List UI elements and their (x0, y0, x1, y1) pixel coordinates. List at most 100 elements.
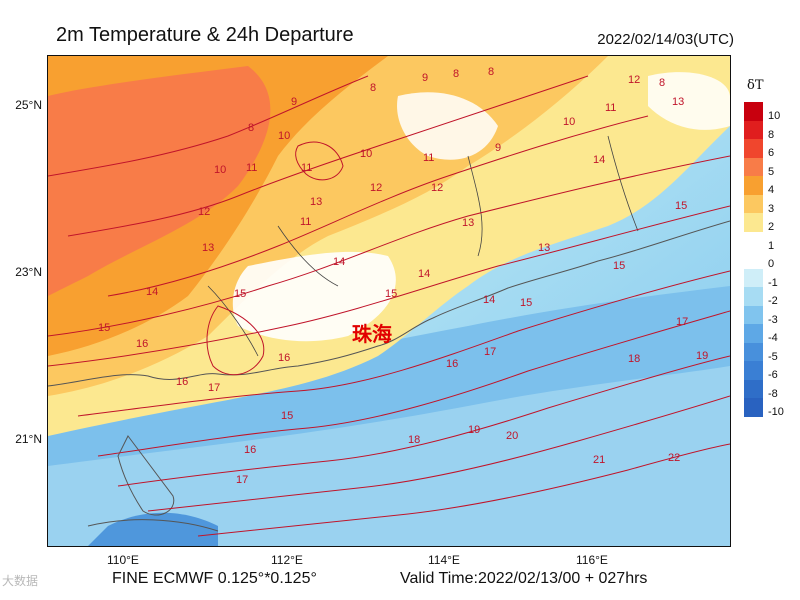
lat-tick-23n: 23°N (15, 265, 42, 279)
colorbar-label: 2 (768, 221, 775, 233)
contour-label: 14 (146, 286, 159, 298)
contour-label: 8 (488, 66, 495, 78)
contour-label: 15 (385, 288, 398, 300)
valid-time: Valid Time:2022/02/13/00 + 027hrs (400, 570, 648, 587)
colorbar-label: -5 (768, 350, 778, 363)
colorbar-segment (744, 342, 763, 361)
contour-label: 9 (291, 96, 298, 108)
colorbar-label: 8 (768, 128, 775, 141)
leizhou-peninsula (117, 435, 175, 516)
contour-label: 14 (418, 268, 431, 280)
contour-label: 21 (593, 454, 606, 466)
lon-tick-114e: 114°E (428, 553, 460, 567)
warm-anomaly-zone-4 (48, 66, 271, 296)
colorbar-segment (744, 157, 763, 176)
colorbar-label: 1 (768, 239, 775, 252)
colorbar-label: 10 (768, 110, 781, 122)
contour-label: 16 (446, 358, 459, 370)
neutral-patch-2 (397, 92, 498, 160)
colorbar-label: 3 (768, 202, 775, 215)
contour-label: 13 (310, 196, 323, 208)
contour-label: 10 (563, 116, 576, 128)
colorbar-label: 5 (768, 165, 775, 178)
colorbar-label: 4 (768, 184, 775, 196)
colorbar (744, 102, 763, 417)
contour-label: 22 (668, 452, 681, 464)
contour-label: 11 (423, 152, 435, 164)
colorbar-label: 0 (768, 258, 775, 270)
contour-label: 12 (198, 206, 211, 218)
contour-label: 9 (495, 142, 502, 154)
contour-label: 12 (370, 182, 383, 194)
colorbar-segment (744, 398, 763, 417)
contour-label: 8 (453, 68, 460, 80)
lat-tick-21n: 21°N (15, 432, 42, 446)
hainan-coast (87, 519, 219, 532)
contour-label: 16 (278, 352, 291, 364)
contour-label: 20 (506, 430, 519, 442)
colorbar-segment (744, 139, 763, 158)
contour-label: 15 (613, 260, 626, 272)
contour-label: 8 (659, 77, 665, 89)
colorbar-segment (744, 231, 763, 250)
neutral-patch (232, 251, 396, 342)
colorbar-segment (744, 194, 763, 213)
isotherm-lines (48, 75, 730, 537)
contour-label: 13 (202, 242, 215, 254)
colorbar-label: -6 (768, 369, 778, 381)
colorbar-label: -4 (768, 332, 778, 344)
lon-tick-112e: 112°E (271, 553, 303, 567)
coastline (48, 220, 730, 387)
lat-tick-25n: 25°N (15, 98, 42, 112)
contour-label: 9 (422, 72, 429, 84)
map-canvas: 8 (48, 56, 730, 546)
contour-label: 11 (301, 162, 313, 174)
province-boundaries (207, 135, 639, 357)
colorbar-segment (744, 120, 763, 139)
contour-label: 17 (208, 382, 221, 394)
colorbar-segment (744, 287, 763, 306)
contour-label: 16 (176, 376, 189, 388)
colorbar-segment (744, 213, 763, 232)
contour-label: 13 (538, 242, 551, 254)
lon-tick-116e: 116°E (576, 553, 608, 567)
colorbar-segment (744, 324, 763, 343)
chart-title: 2m Temperature & 24h Departure (56, 24, 354, 46)
contour-label: 18 (408, 434, 421, 446)
contour-label: 17 (484, 346, 497, 358)
contour-label: 11 (246, 162, 258, 174)
colorbar-segment (744, 102, 763, 121)
contour-label: 19 (696, 350, 709, 362)
contour-label: 14 (593, 154, 606, 166)
colorbar-segment (744, 250, 763, 269)
contour-label: 19 (468, 424, 481, 436)
contour-label: 11 (605, 102, 617, 114)
contour-label: 13 (672, 96, 685, 108)
contour-label: 12 (628, 74, 641, 86)
contour-label: 17 (676, 316, 689, 328)
colorbar-segment (744, 176, 763, 195)
legend-title: δT (747, 78, 764, 93)
watermark-text: 大数据 (2, 574, 39, 588)
contour-label: 10 (278, 130, 291, 142)
contour-label: 14 (333, 256, 346, 268)
contour-label: 15 (675, 200, 688, 212)
contour-label: 17 (236, 474, 249, 486)
colorbar-segment (744, 305, 763, 324)
contour-label: 8 (248, 122, 255, 134)
cold-anomaly-zone-2 (48, 366, 730, 546)
contour-label: 15 (520, 297, 533, 309)
forecast-timestamp: 2022/02/14/03(UTC) (597, 31, 734, 48)
contour-label: 16 (136, 338, 149, 350)
map-panel: 8 8 8 9 8 8 9 10 12 11 12 13 11 10 11 10… (47, 55, 731, 547)
neutral-patch-3 (648, 72, 730, 130)
contour-label: 14 (483, 294, 496, 306)
contour-label: 8 (370, 82, 377, 94)
contour-label: 18 (628, 353, 641, 365)
contour-label: 12 (431, 182, 444, 194)
colorbar-segment (744, 361, 763, 380)
colorbar-label: -3 (768, 313, 778, 326)
contour-label: 11 (300, 216, 312, 228)
contour-label: 13 (462, 217, 475, 229)
contour-label: 10 (214, 164, 227, 176)
